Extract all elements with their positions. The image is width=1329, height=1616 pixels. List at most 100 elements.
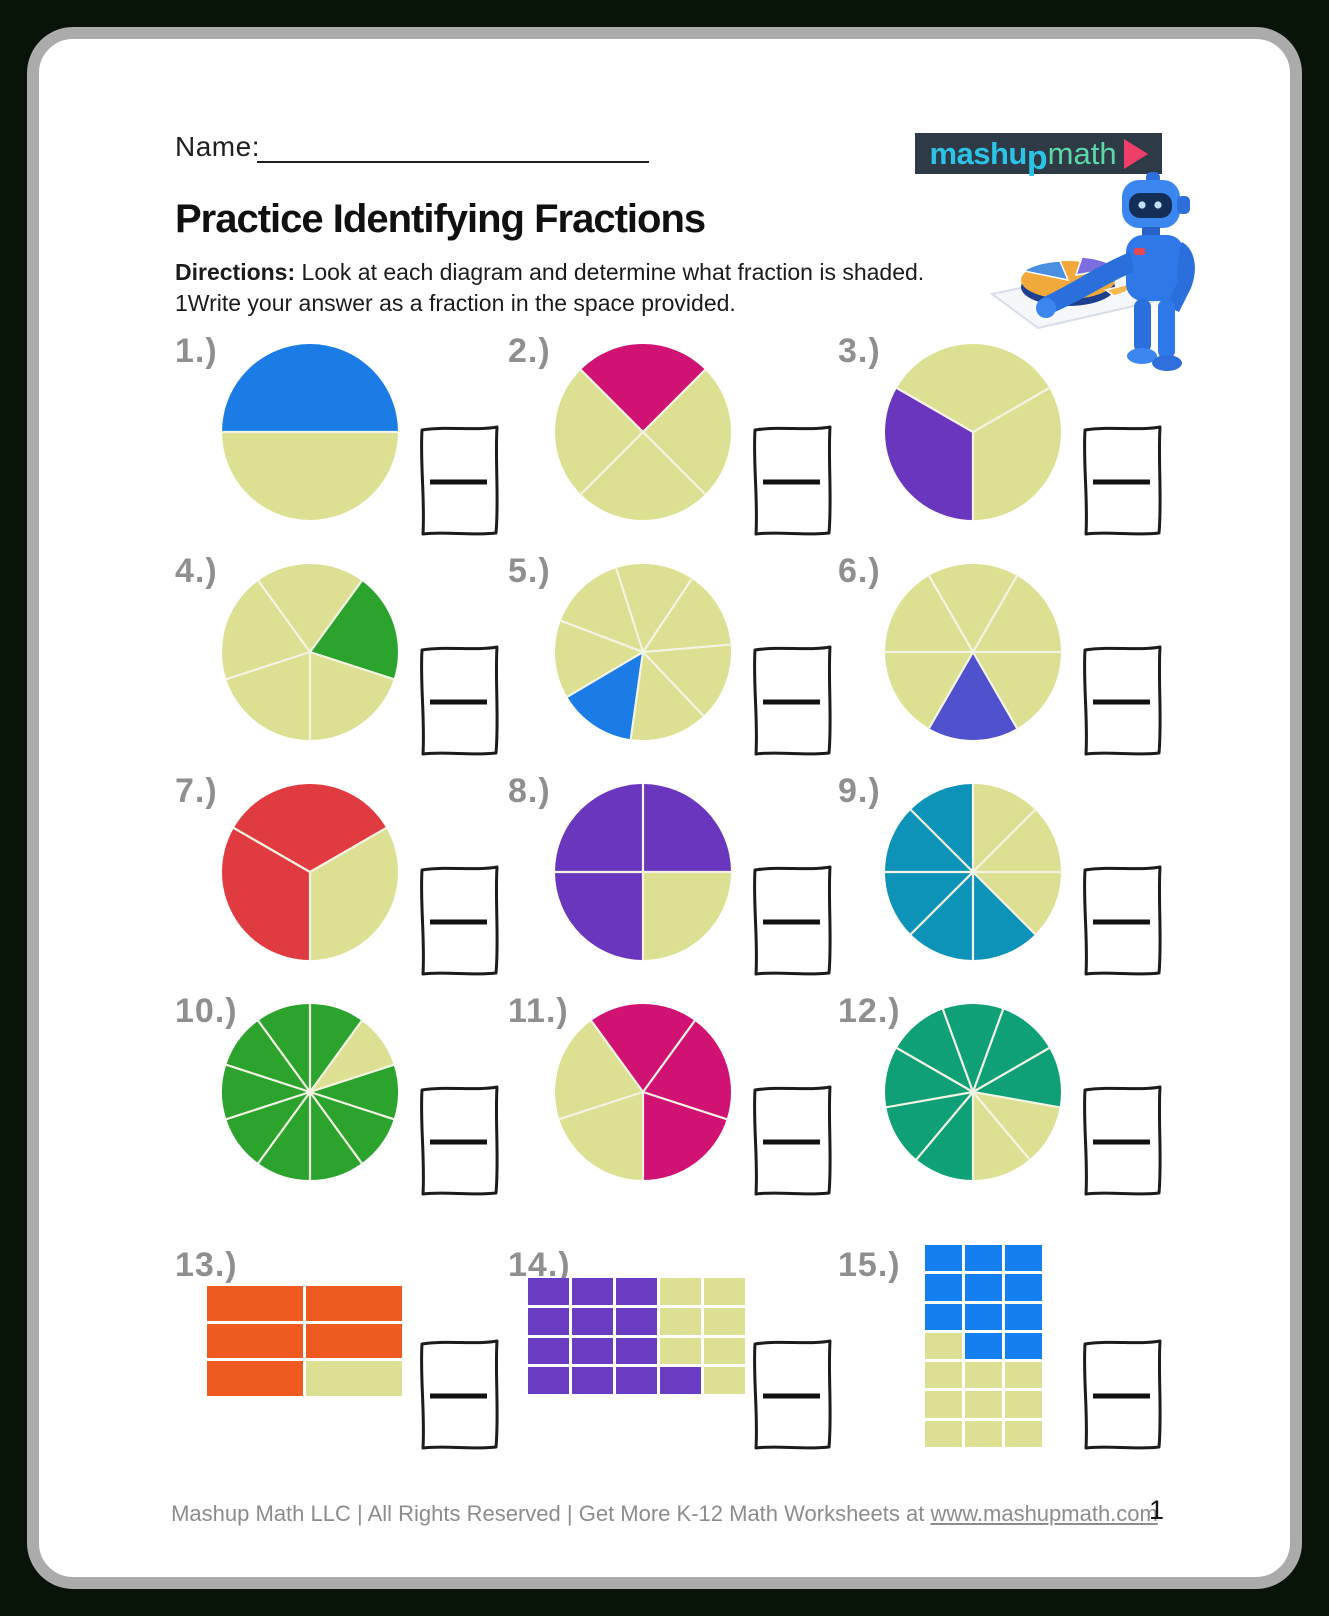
problem-cell: 5.)	[508, 545, 838, 765]
grid-cell	[207, 1323, 303, 1359]
grid-cell	[704, 1278, 745, 1305]
problem-number: 11.)	[508, 992, 569, 1030]
problem-number: 6.)	[838, 552, 881, 590]
logo-background	[915, 133, 1162, 174]
problem-cell: 2.)	[508, 325, 838, 545]
grid-cell	[528, 1307, 569, 1335]
grid-cell	[660, 1367, 701, 1394]
grid-cell	[965, 1362, 1002, 1389]
grid-cell	[306, 1323, 402, 1359]
grid-cell	[925, 1274, 962, 1301]
grid-cell	[207, 1361, 303, 1396]
problem-cell: 1.)	[175, 325, 505, 545]
logo-text-math: math	[1047, 136, 1117, 171]
name-input-line[interactable]	[257, 131, 649, 163]
fraction-pie-figure	[885, 344, 1061, 522]
problem-number: 10.)	[175, 992, 238, 1030]
problem-cell: 11.)	[508, 985, 838, 1205]
answer-box[interactable]	[1078, 421, 1166, 539]
page-title: Practice Identifying Fractions	[175, 197, 706, 241]
grid-cell	[572, 1307, 613, 1335]
worksheet-page: Name: mashu p math Practice Identifying Fr…	[27, 27, 1302, 1589]
grid-cell	[306, 1361, 402, 1396]
mashupmath-logo: mashu p math	[915, 133, 1162, 175]
directions-text: Directions: Look at each diagram and det…	[175, 257, 1055, 319]
problem-number: 12.)	[838, 992, 901, 1030]
grid-cell	[925, 1391, 962, 1418]
fraction-grid-figure	[207, 1286, 402, 1396]
grid-cell	[572, 1367, 613, 1394]
fraction-pie-figure	[222, 563, 398, 742]
answer-box[interactable]	[415, 421, 503, 539]
problem-number: 8.)	[508, 772, 551, 810]
play-icon	[1123, 138, 1148, 169]
fraction-pie-figure	[555, 563, 732, 741]
grid-cell	[660, 1337, 701, 1365]
grid-cell	[660, 1307, 701, 1335]
answer-box[interactable]	[748, 1081, 836, 1199]
grid-cell	[925, 1362, 962, 1389]
name-label: Name:	[175, 131, 260, 162]
grid-cell	[965, 1274, 1002, 1301]
problem-number: 5.)	[508, 552, 551, 590]
answer-box[interactable]	[1078, 861, 1166, 979]
problem-number: 9.)	[838, 772, 881, 810]
answer-box[interactable]	[415, 1081, 503, 1199]
answer-box[interactable]	[415, 1335, 503, 1453]
grid-cell	[704, 1307, 745, 1335]
grid-cell	[528, 1278, 569, 1305]
fraction-pie-figure	[553, 782, 733, 962]
robot-mascot-illustration	[989, 172, 1195, 371]
problem-cell: 8.)	[508, 765, 838, 985]
problem-cell: 4.)	[175, 545, 505, 765]
answer-box[interactable]	[748, 1335, 836, 1453]
grid-cell	[572, 1337, 613, 1365]
footer-text: Mashup Math LLC | All Rights Reserved | …	[171, 1501, 931, 1526]
grid-cell	[616, 1278, 657, 1305]
grid-cell	[306, 1286, 402, 1321]
problem-number: 1.)	[175, 332, 218, 370]
answer-box[interactable]	[1078, 1335, 1166, 1453]
problem-cell: 15.)	[838, 1205, 1168, 1450]
problem-cell: 6.)	[838, 545, 1168, 765]
directions-label: Directions:	[175, 259, 296, 285]
problem-number: 4.)	[175, 552, 218, 590]
grid-cell	[207, 1286, 303, 1321]
problem-cell: 13.)	[175, 1205, 505, 1450]
grid-cell	[965, 1245, 1002, 1272]
answer-box[interactable]	[1078, 1081, 1166, 1199]
answer-box[interactable]	[415, 861, 503, 979]
grid-cell	[965, 1420, 1002, 1447]
fraction-grid-figure	[528, 1278, 745, 1394]
problem-number: 14.)	[508, 1246, 571, 1284]
grid-cell	[1005, 1303, 1042, 1330]
grid-cell	[1005, 1245, 1042, 1272]
answer-box[interactable]	[748, 861, 836, 979]
directions-line2: 1Write your answer as a fraction in the …	[175, 290, 736, 316]
grid-cell	[528, 1337, 569, 1365]
grid-cell	[1005, 1362, 1042, 1389]
grid-cell	[965, 1303, 1002, 1330]
footer-link[interactable]: www.mashupmath.com	[930, 1501, 1158, 1526]
page-number: 1	[1149, 1495, 1165, 1525]
problem-cell: 9.)	[838, 765, 1168, 985]
problem-number: 13.)	[175, 1246, 238, 1284]
grid-cell	[925, 1303, 962, 1330]
answer-box[interactable]	[748, 421, 836, 539]
problem-cell: 14.)	[508, 1205, 838, 1450]
grid-cell	[925, 1332, 962, 1360]
fraction-pie-figure	[222, 1002, 398, 1182]
grid-cell	[572, 1278, 613, 1305]
answer-box[interactable]	[748, 641, 836, 759]
grid-cell	[925, 1420, 962, 1447]
logo-text-mashu: mashu	[929, 136, 1027, 171]
problem-cell: 7.)	[175, 765, 505, 985]
footer: Mashup Math LLC | All Rights Reserved | …	[39, 1501, 1290, 1527]
answer-box[interactable]	[1078, 641, 1166, 759]
grid-cell	[704, 1367, 745, 1394]
answer-box[interactable]	[415, 641, 503, 759]
problem-number: 3.)	[838, 332, 881, 370]
problem-cell: 10.)	[175, 985, 505, 1205]
fraction-pie-figure	[220, 344, 400, 520]
fraction-grid-figure	[925, 1245, 1042, 1447]
